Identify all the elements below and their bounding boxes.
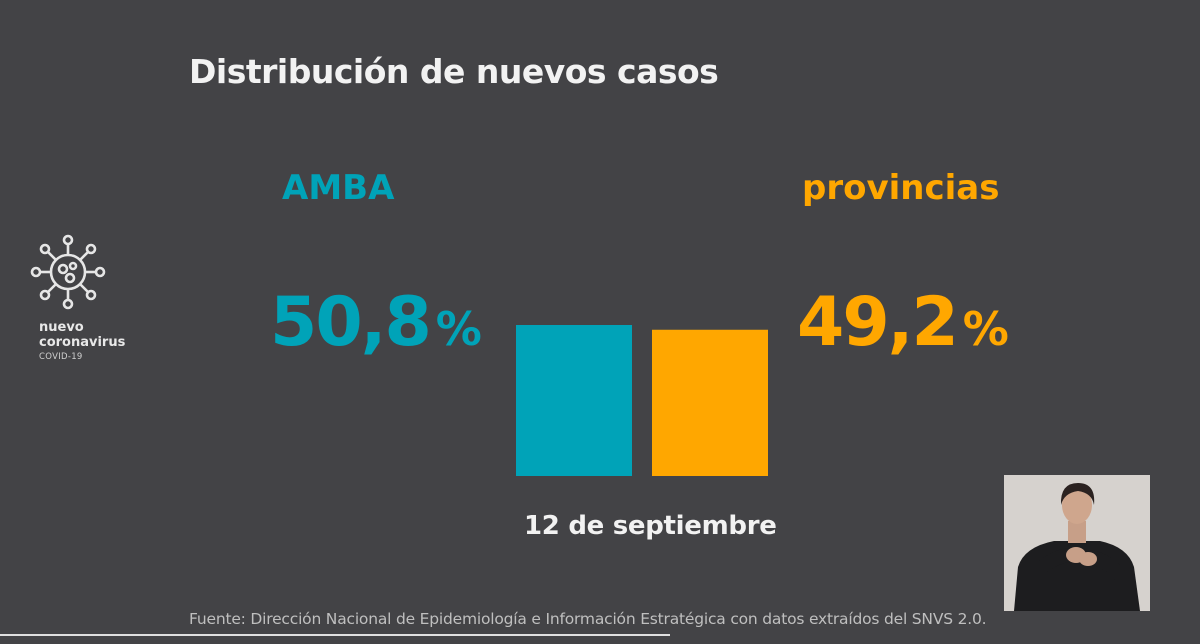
virus-icon <box>30 234 106 310</box>
date-label: 12 de septiembre <box>524 511 777 541</box>
page-title: Distribución de nuevos casos <box>189 52 719 91</box>
nuevo-coronavirus-logo: nuevo coronavirus COVID-19 <box>28 232 138 362</box>
value-label-amba: 50,8% <box>270 283 482 362</box>
logo-line-covid: COVID-19 <box>39 352 83 362</box>
logo-line-coronavirus: coronavirus <box>39 335 126 350</box>
percent-sign-provincias: % <box>962 302 1009 356</box>
bar-chart <box>516 325 768 476</box>
sign-language-interpreter <box>1004 475 1150 611</box>
bar-provincias <box>652 329 768 476</box>
value-amba: 50,8 <box>270 283 432 362</box>
value-label-provincias: 49,2% <box>797 283 1009 362</box>
category-label-amba: AMBA <box>282 168 395 208</box>
percent-sign-amba: % <box>435 302 482 356</box>
bar-amba <box>516 325 632 476</box>
value-provincias: 49,2 <box>797 283 959 362</box>
source-note: Fuente: Dirección Nacional de Epidemiolo… <box>189 610 987 628</box>
divider-line <box>0 634 670 636</box>
category-label-provincias: provincias <box>802 168 1000 208</box>
logo-line-nuevo: nuevo <box>39 320 84 335</box>
